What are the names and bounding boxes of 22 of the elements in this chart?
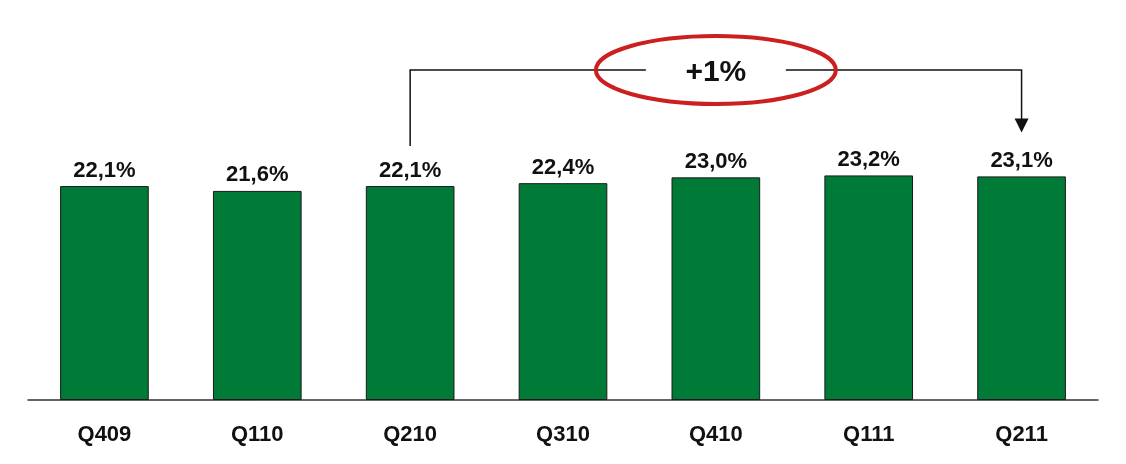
bar (365, 186, 455, 400)
text: +1% (685, 53, 747, 87)
data-label: 22,1% (378, 156, 442, 182)
x-tick-label: Q110 (230, 420, 284, 446)
bar (212, 190, 302, 400)
x-tick-label: Q210 (383, 420, 438, 446)
x-tick-label: Q310 (536, 420, 590, 446)
data-label: 21,6% (226, 161, 289, 187)
x-tick-label: Q211 (995, 420, 1048, 446)
x-tick-label: Q410 (688, 420, 743, 446)
data-label: 23,1% (990, 146, 1053, 172)
x-tick-label: Q409 (77, 420, 132, 446)
data-label: 22,1% (73, 156, 136, 182)
data-label: 23,0% (684, 147, 748, 173)
data-label: 22,4% (531, 153, 595, 179)
bar (60, 186, 149, 400)
bar (671, 177, 761, 400)
bar (977, 176, 1066, 400)
data-label: 23,2% (837, 145, 900, 171)
x-tick-label: Q111 (843, 420, 895, 446)
bar (518, 183, 608, 400)
bar (824, 175, 914, 400)
